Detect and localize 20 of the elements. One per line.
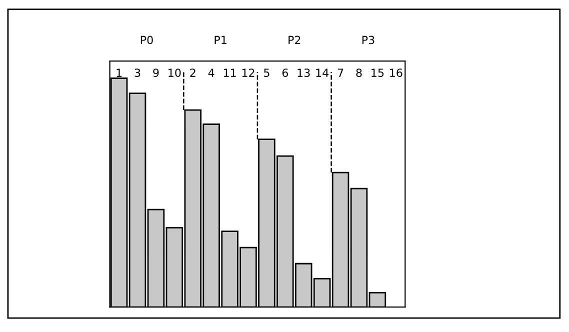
x-tick-label: 4 xyxy=(208,68,214,77)
x-tick-label: 14 xyxy=(316,68,329,77)
x-tick-label: 8 xyxy=(356,68,362,77)
x-tick-label: 9 xyxy=(153,68,159,77)
x-tick-label: 5 xyxy=(264,68,270,77)
x-tick-label: 13 xyxy=(298,68,310,77)
x-tick-label: 6 xyxy=(282,68,288,77)
x-tick-label: 11 xyxy=(224,68,236,77)
x-tick-label: 1 xyxy=(116,68,122,77)
x-tick-label: 16 xyxy=(390,68,402,77)
x-tick-label: 10 xyxy=(168,68,181,77)
text: P2 xyxy=(288,36,300,44)
text: P0 xyxy=(140,36,153,44)
x-tick-label: 12 xyxy=(242,68,254,77)
x-tick-label: 3 xyxy=(134,68,140,77)
text: P1 xyxy=(214,36,226,44)
x-tick-label: 15 xyxy=(372,68,384,77)
x-tick-label: 2 xyxy=(190,68,196,77)
x-tick-label: 7 xyxy=(338,68,344,77)
text: P3 xyxy=(362,36,374,44)
